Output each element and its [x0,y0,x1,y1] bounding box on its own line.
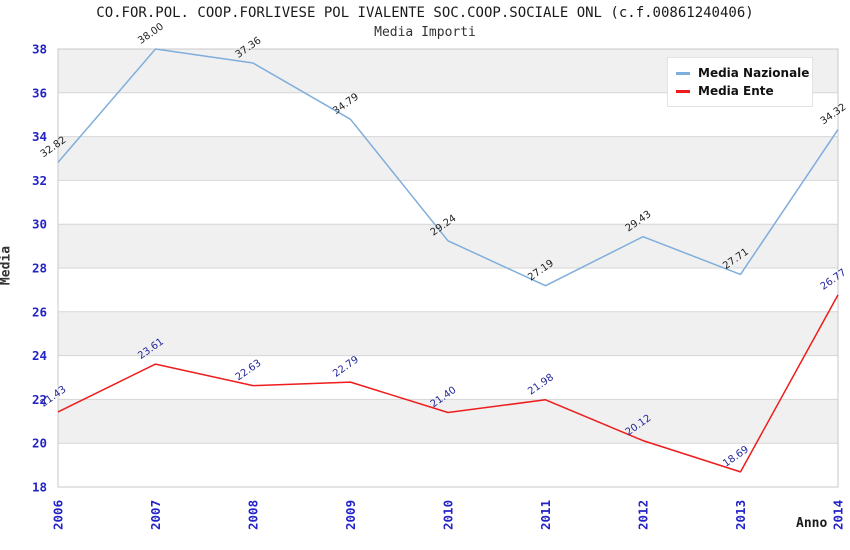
y-tick-label: 26 [32,304,47,319]
x-tick-label: 2014 [831,500,846,530]
x-tick-label: 2008 [246,500,261,530]
plot-border [57,48,839,488]
legend-item-media-ente: Media Ente [676,82,804,100]
y-tick-label: 28 [32,261,47,276]
point-label: 22.79 [331,354,361,379]
point-label: 26.77 [819,267,849,292]
x-tick-label: 2011 [538,500,553,530]
legend-item-media-nazionale: Media Nazionale [676,64,809,82]
series-line-media-nazionale [57,48,839,287]
legend-label: Media Ente [698,84,774,98]
plot-band [58,224,838,268]
y-axis-title: Media [0,245,14,286]
legend-label: Media Nazionale [698,66,810,80]
point-label: 22.63 [234,358,264,383]
legend-swatch-blue-line-icon [676,71,690,75]
legend-swatch-red-line-icon [676,89,690,93]
y-tick-label: 30 [32,217,47,232]
y-tick-label: 36 [32,85,47,100]
y-tick-label: 38 [32,42,47,57]
x-tick-label: 2007 [148,500,163,530]
chart-title: CO.FOR.POL. COOP.FORLIVESE POL IVALENTE … [96,5,754,21]
point-label: 38.00 [136,21,166,46]
x-tick-label: 2013 [733,500,748,530]
y-tick-label: 34 [32,129,47,144]
x-tick-label: 2009 [343,500,358,530]
y-tick-label: 32 [32,173,47,188]
plot-band [58,399,838,444]
x-tick-label: 2012 [636,500,651,530]
x-tick-label: 2006 [51,500,66,530]
plot-band [58,311,838,356]
chart-subtitle: Media Importi [374,25,476,40]
x-tick-label: 2010 [441,500,456,530]
y-tick-label: 22 [32,392,47,407]
series-line-media-ente [57,294,839,473]
legend: Media Nazionale Media Ente [667,57,813,107]
x-axis-title: Anno [796,516,828,531]
point-label: 34.79 [331,92,361,117]
point-label: 21.98 [526,372,556,397]
point-label: 34.32 [819,102,849,127]
y-tick-label: 20 [32,436,47,451]
y-tick-label: 18 [32,480,47,495]
y-tick-label: 24 [32,348,47,363]
point-label: 18.69 [721,444,751,469]
plot-band [58,136,838,181]
